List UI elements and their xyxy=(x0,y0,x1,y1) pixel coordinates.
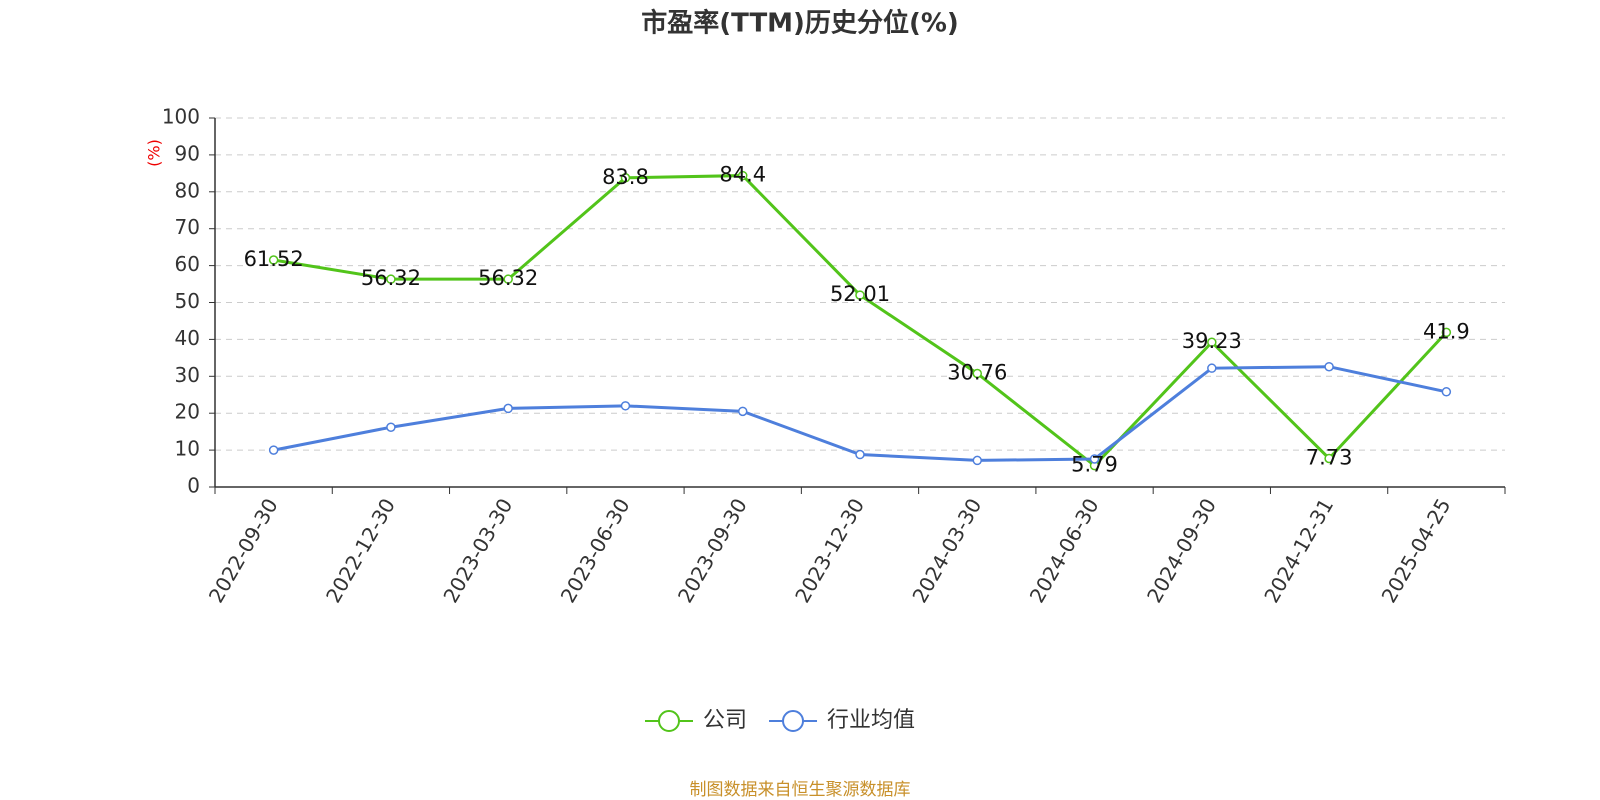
chart-title: 市盈率(TTM)历史分位(%) xyxy=(641,8,959,39)
x-tick-label: 2024-03-30 xyxy=(907,494,986,607)
y-axis-label: (%) xyxy=(145,139,164,167)
data-label: 56.32 xyxy=(361,266,421,290)
y-tick-label: 30 xyxy=(175,363,200,387)
y-tick-label: 20 xyxy=(175,400,200,424)
legend-label: 公司 xyxy=(703,708,747,733)
y-tick-label: 90 xyxy=(175,141,200,165)
point xyxy=(386,274,396,284)
data-label: 7.73 xyxy=(1306,445,1353,469)
data-label: 84.4 xyxy=(719,163,766,187)
data-label: 61.52 xyxy=(244,247,304,271)
data-label: 56.32 xyxy=(478,266,538,290)
y-tick-label: 60 xyxy=(175,252,200,276)
point xyxy=(1441,387,1452,397)
x-tick-label: 2024-12-31 xyxy=(1259,494,1338,607)
x-tick-label: 2023-09-30 xyxy=(673,494,752,607)
point xyxy=(972,455,983,466)
point xyxy=(620,173,631,183)
data-label: 39.23 xyxy=(1182,329,1242,353)
point xyxy=(855,449,865,460)
data-label: 5.79 xyxy=(1071,453,1118,477)
y-tick-label: 50 xyxy=(175,289,200,313)
x-tick-label: 2024-06-30 xyxy=(1025,494,1104,607)
data-label: 41.9 xyxy=(1423,319,1470,343)
point xyxy=(1207,337,1217,347)
data-label: 30.76 xyxy=(947,360,1007,384)
x-tick-label: 2023-06-30 xyxy=(556,494,635,607)
point xyxy=(386,422,396,432)
source-note: 制图数据来自恒生聚源数据库 xyxy=(690,780,911,800)
data-label: 83.8 xyxy=(602,165,649,189)
y-tick-label: 40 xyxy=(175,326,200,350)
y-tick-label: 80 xyxy=(175,178,200,202)
legend-label: 行业均值 xyxy=(827,708,915,733)
point xyxy=(268,445,279,455)
point xyxy=(855,290,865,300)
x-tick-label: 2023-03-30 xyxy=(438,494,517,607)
point xyxy=(503,403,513,414)
legend: 公司 行业均值 xyxy=(645,708,915,733)
point xyxy=(1207,363,1217,373)
point xyxy=(620,401,631,411)
point xyxy=(1324,453,1334,464)
point xyxy=(268,255,279,265)
x-tick-label: 2022-12-30 xyxy=(321,494,400,607)
x-tick-label: 2025-04-25 xyxy=(1377,494,1456,607)
x-tick-label: 2022-09-30 xyxy=(204,494,283,607)
point xyxy=(1441,327,1452,338)
legend-marker xyxy=(658,710,680,732)
point xyxy=(737,170,748,181)
legend-marker xyxy=(782,710,805,732)
point xyxy=(1089,454,1100,464)
point xyxy=(503,274,513,284)
x-tick-label: 2024-09-30 xyxy=(1142,494,1221,607)
data-label: 52.01 xyxy=(830,282,890,306)
y-tick-label: 70 xyxy=(175,215,200,239)
y-tick-label: 0 xyxy=(187,474,200,498)
y-tick-label: 100 xyxy=(162,105,200,129)
x-tick-label: 2023-12-30 xyxy=(790,494,869,607)
y-tick-label: 10 xyxy=(175,437,200,461)
point xyxy=(972,368,983,379)
series-line xyxy=(273,174,1448,468)
point xyxy=(1324,361,1334,372)
point xyxy=(737,406,748,417)
